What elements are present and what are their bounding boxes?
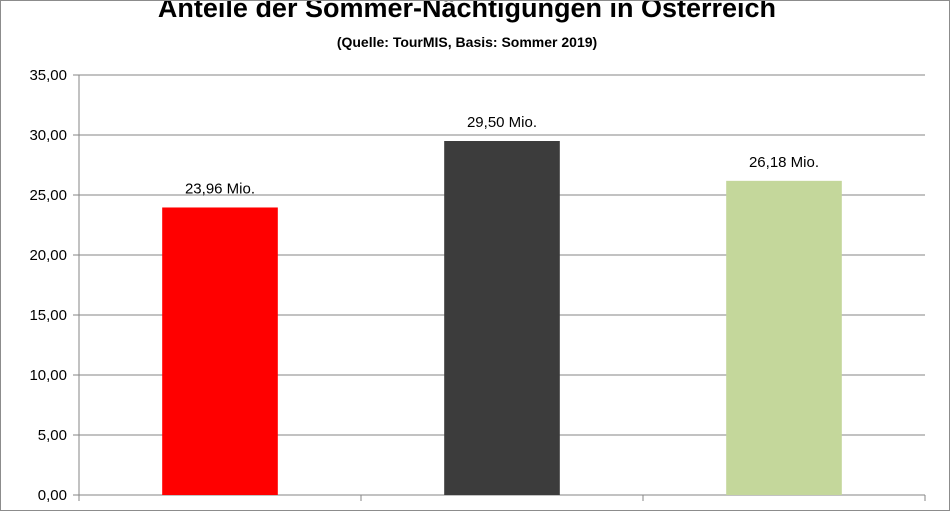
y-tick-label: 15,00 xyxy=(29,307,67,324)
y-tick-label: 0,00 xyxy=(38,487,67,504)
chart-title: Anteile der Sommer-Nächtigungen in Öster… xyxy=(158,1,776,23)
chart-subtitle: (Quelle: TourMIS, Basis: Sommer 2019) xyxy=(337,34,597,50)
y-tick-label: 5,00 xyxy=(38,427,67,444)
data-labels: 23,96 Mio. 29,50 Mio. 26,18 Mio. xyxy=(185,114,819,197)
y-tick-label: 10,00 xyxy=(29,367,67,384)
bar xyxy=(444,141,560,495)
bars xyxy=(162,141,842,496)
y-tick-label: 35,00 xyxy=(29,67,67,84)
data-label: 26,18 Mio. xyxy=(749,154,819,171)
data-label: 29,50 Mio. xyxy=(467,114,537,131)
y-tick-labels: 0,00 5,00 10,00 15,00 20,00 25,00 30,00 35,00 xyxy=(29,67,67,504)
y-tick-label: 20,00 xyxy=(29,247,67,264)
y-tick-label: 25,00 xyxy=(29,187,67,204)
y-tick-label: 30,00 xyxy=(29,127,67,144)
bar xyxy=(726,180,842,495)
data-label: 23,96 Mio. xyxy=(185,180,255,197)
bar xyxy=(162,207,278,496)
